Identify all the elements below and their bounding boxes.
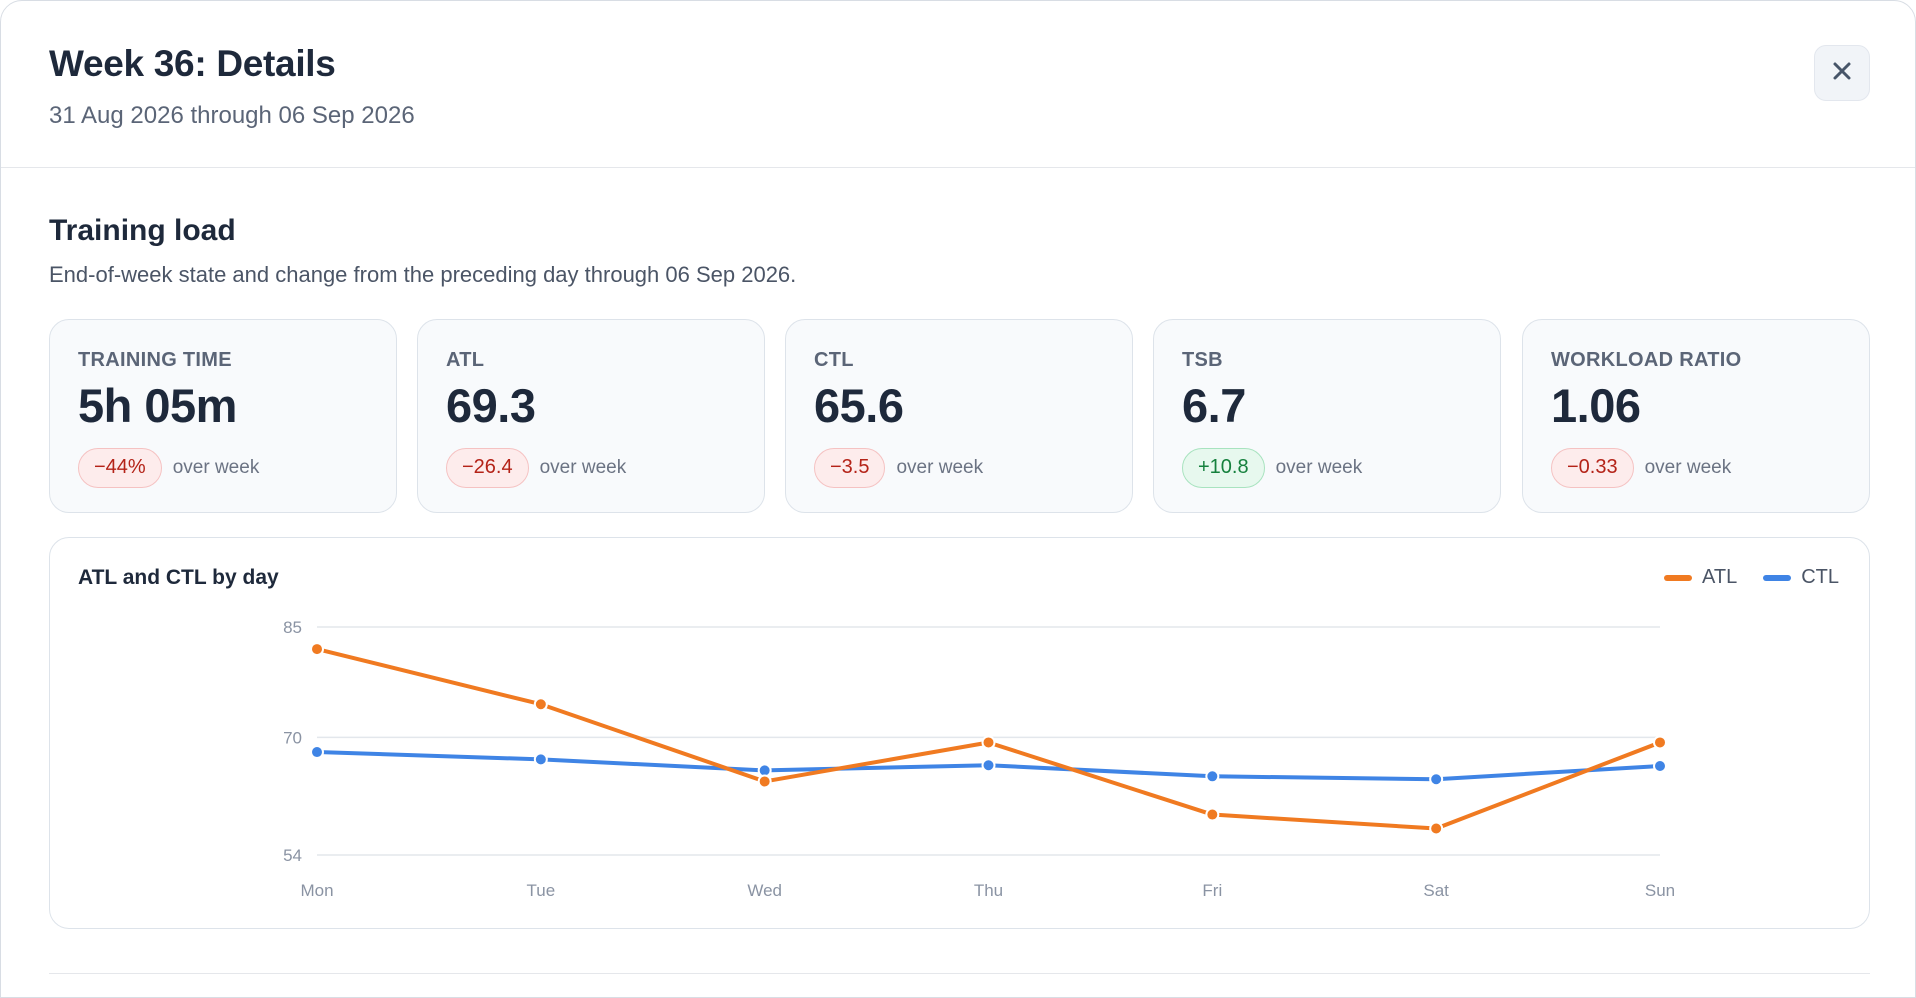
change-caption: over week <box>1644 457 1732 478</box>
stat-card-workload-ratio: WORKLOAD RATIO 1.06 −0.33 over week <box>1522 319 1870 513</box>
dialog-date-range: 31 Aug 2026 through 06 Sep 2026 <box>49 102 415 129</box>
dialog-header: Week 36: Details 31 Aug 2026 through 06 … <box>1 1 1915 168</box>
stat-value: 6.7 <box>1182 379 1246 432</box>
legend-swatch <box>1664 574 1692 581</box>
section-divider <box>49 973 1870 974</box>
data-point-atl <box>757 774 772 789</box>
close-icon <box>1832 61 1852 86</box>
stat-label: WORKLOAD RATIO <box>1551 349 1742 371</box>
change-caption: over week <box>896 457 984 478</box>
data-point-atl <box>1653 735 1667 750</box>
data-point-atl <box>981 735 996 750</box>
y-tick-label: 54 <box>283 846 302 865</box>
change-caption: over week <box>539 457 627 478</box>
stat-label: ATL <box>446 349 485 371</box>
data-point-ctl <box>533 752 548 767</box>
x-tick-label: Sat <box>1423 881 1449 900</box>
x-tick-label: Fri <box>1202 881 1222 900</box>
data-point-ctl <box>981 758 996 773</box>
legend-item-atl[interactable]: ATL <box>1664 566 1737 589</box>
change-caption: over week <box>172 457 260 478</box>
section-description: End-of-week state and change from the pr… <box>49 262 797 287</box>
data-point-atl <box>1205 807 1220 822</box>
change-badge: −44% <box>78 448 162 488</box>
stat-card-tsb: TSB 6.7 +10.8 over week <box>1153 319 1501 513</box>
legend-swatch <box>1763 574 1792 581</box>
x-tick-label: Wed <box>747 881 782 900</box>
y-tick-label: 85 <box>283 618 302 637</box>
data-point-ctl <box>1205 769 1220 784</box>
stat-value: 5h 05m <box>78 379 237 432</box>
close-button[interactable] <box>1814 45 1870 101</box>
x-tick-label: Tue <box>526 881 555 900</box>
stat-value: 65.6 <box>814 379 904 432</box>
legend-label: CTL <box>1801 566 1839 588</box>
data-point-atl <box>310 642 324 657</box>
stat-label: TRAINING TIME <box>78 349 232 371</box>
legend-item-ctl[interactable]: CTL <box>1763 566 1839 589</box>
data-point-atl <box>1429 821 1444 836</box>
change-badge: −26.4 <box>446 448 529 488</box>
atl-ctl-line-chart: 54 70 85 Mon Tue Wed Thu Fri Sat Sun <box>283 618 1675 900</box>
stat-card-ctl: CTL 65.6 −3.5 over week <box>785 319 1133 513</box>
x-tick-label: Mon <box>300 881 333 900</box>
x-tick-label: Sun <box>1645 881 1675 900</box>
data-point-ctl <box>1653 759 1667 774</box>
atl-ctl-chart-card: 54 70 85 Mon Tue Wed Thu Fri Sat Sun ATL and CTL … <box>49 537 1870 929</box>
chart-title: ATL and CTL by day <box>78 566 279 589</box>
data-point-ctl <box>1429 772 1444 787</box>
stat-label: TSB <box>1182 349 1223 371</box>
x-tick-label: Thu <box>974 881 1003 900</box>
chart-legend: ATL CTL <box>1664 566 1839 589</box>
stat-card-atl: ATL 69.3 −26.4 over week <box>417 319 765 513</box>
section-title: Training load <box>49 214 236 247</box>
stat-value: 1.06 <box>1551 379 1641 432</box>
data-point-ctl <box>310 745 324 760</box>
change-badge: −0.33 <box>1551 448 1634 488</box>
change-badge: −3.5 <box>814 448 886 488</box>
change-badge: +10.8 <box>1182 448 1265 488</box>
legend-label: ATL <box>1702 566 1738 588</box>
dialog-title: Week 36: Details <box>49 43 336 84</box>
data-point-atl <box>533 697 548 712</box>
stat-label: CTL <box>814 349 854 371</box>
change-caption: over week <box>1275 457 1363 478</box>
y-tick-label: 70 <box>283 728 302 747</box>
stat-value: 69.3 <box>446 379 536 432</box>
stat-card-training-time: TRAINING TIME 5h 05m −44% over week <box>49 319 397 513</box>
